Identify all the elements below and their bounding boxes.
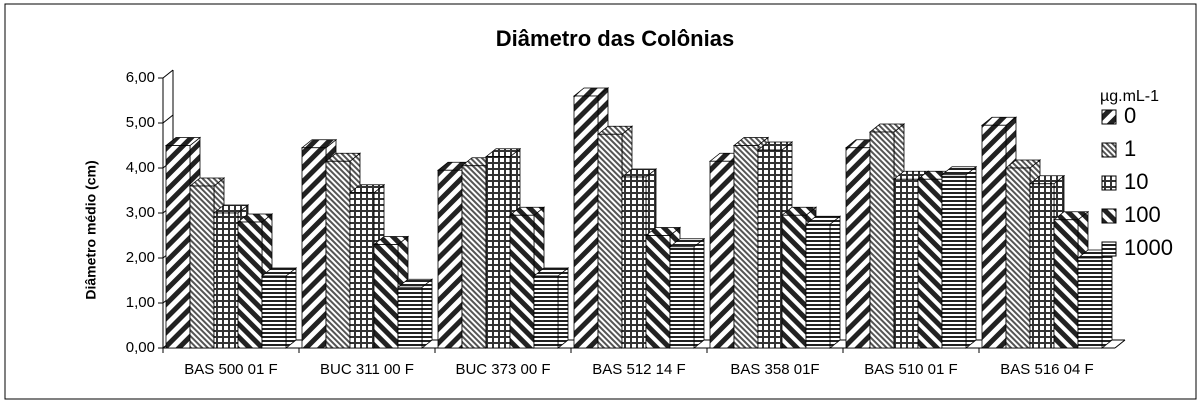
legend-label: 0 [1124, 103, 1136, 128]
bar [533, 275, 559, 349]
x-tick-label: BAS 510 01 F [864, 361, 957, 378]
bar [845, 147, 871, 349]
bar [805, 223, 831, 349]
bar [509, 214, 535, 349]
bar-side [693, 237, 705, 349]
bar [461, 165, 487, 349]
bar [781, 214, 807, 349]
legend-swatch [1101, 109, 1117, 125]
y-tick-label: 6,00 [126, 69, 155, 86]
x-tick-label: BAS 516 04 F [1000, 361, 1093, 378]
x-tick-label: BAS 500 01 F [184, 361, 277, 378]
bar [981, 124, 1007, 349]
bar [213, 212, 239, 349]
legend-swatch [1101, 175, 1117, 191]
bar [189, 185, 215, 349]
y-wall-tick [162, 114, 174, 124]
bar [261, 275, 287, 349]
x-tick-label: BAS 512 14 F [592, 361, 685, 378]
bar [621, 176, 647, 349]
legend-title: µg.mL-1 [1100, 88, 1159, 105]
bar [709, 160, 735, 349]
legend-swatch [1101, 241, 1117, 257]
bar [669, 246, 695, 349]
legend-swatch [1101, 208, 1117, 224]
bar [1005, 167, 1031, 349]
floor-end [1114, 339, 1126, 349]
bar [349, 192, 375, 349]
bar [485, 156, 511, 349]
y-axis-label: Diâmetro médio (cm) [83, 160, 99, 299]
legend-label: 1000 [1124, 235, 1173, 260]
bar [165, 145, 191, 349]
x-tick-label: BUC 373 00 F [455, 361, 550, 378]
y-tick-label: 0,00 [126, 339, 155, 356]
y-tick-label: 1,00 [126, 294, 155, 311]
bar [733, 145, 759, 349]
bar-side [421, 278, 433, 349]
bar [373, 244, 399, 349]
bar-side [965, 165, 977, 349]
bar-side [829, 215, 841, 349]
bar [325, 160, 351, 349]
legend-label: 10 [1124, 169, 1148, 194]
bar [1053, 219, 1079, 349]
bar [301, 147, 327, 349]
bar [645, 235, 671, 349]
bar [597, 133, 623, 349]
bar [573, 95, 599, 349]
x-tick-label: BAS 358 01F [730, 361, 819, 378]
bar [869, 131, 895, 349]
chart-title: Diâmetro das Colônias [496, 26, 734, 51]
legend-label: 100 [1124, 202, 1161, 227]
y-tick-label: 2,00 [126, 249, 155, 266]
x-tick-label: BUC 311 00 F [320, 361, 414, 378]
bar [1077, 257, 1103, 349]
bar [757, 149, 783, 349]
y-wall-tick [162, 69, 174, 79]
bar [237, 221, 263, 349]
legend-swatch [1101, 142, 1117, 158]
frame [4, 3, 1197, 400]
bar-side [285, 267, 297, 349]
y-tick-label: 4,00 [126, 159, 155, 176]
bar [893, 178, 919, 349]
bar-side [1101, 249, 1113, 349]
bar [397, 286, 423, 349]
legend-label: 1 [1124, 136, 1136, 161]
bar [1029, 183, 1055, 349]
y-tick-label: 5,00 [126, 114, 155, 131]
y-tick-label: 3,00 [126, 204, 155, 221]
bar-side [557, 267, 569, 349]
bar [941, 174, 967, 349]
bar [917, 178, 943, 349]
bar [437, 169, 463, 349]
